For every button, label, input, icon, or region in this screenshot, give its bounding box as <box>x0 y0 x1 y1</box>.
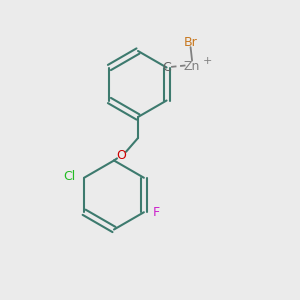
Text: O: O <box>117 149 126 162</box>
Text: F: F <box>152 206 159 219</box>
Text: C: C <box>162 61 171 74</box>
Text: Cl: Cl <box>63 170 75 183</box>
Text: +: + <box>203 56 212 66</box>
Text: Zn: Zn <box>184 59 200 73</box>
Text: Br: Br <box>184 36 197 49</box>
